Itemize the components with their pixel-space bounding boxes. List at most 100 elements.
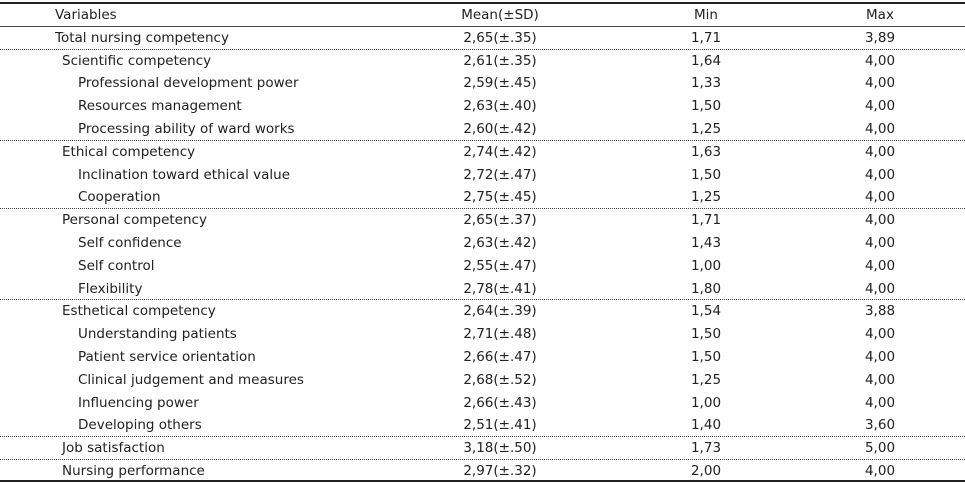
value-cell: 1,63 <box>690 143 722 160</box>
header-cell: Max <box>866 7 894 23</box>
value-cell: 1,25 <box>690 121 722 137</box>
table-row: Nursing performance 2,97(±.32) 2,00 4,00 <box>0 460 965 483</box>
table-row: Esthetical competency 2,64(±.39) 1,54 3,88 <box>0 300 965 323</box>
value-cell: 4,00 <box>864 143 896 160</box>
value-cell: 1,50 <box>690 349 722 365</box>
value-cell: 4,00 <box>864 371 896 388</box>
value-cell: 4,00 <box>864 121 896 137</box>
value-cell: 1,54 <box>690 303 722 320</box>
variable-label: Nursing performance <box>62 463 205 479</box>
value-cell: 2,74(±.42) <box>463 143 537 160</box>
value-cell: 1,00 <box>690 394 722 411</box>
table-row: Resources management 2,63(±.40) 1,50 4,00 <box>0 95 965 118</box>
value-cell: 2,51(±.41) <box>463 417 537 434</box>
value-cell: 2,66(±.43) <box>463 394 537 411</box>
header-rule <box>0 25 965 27</box>
variable-label: Developing others <box>78 417 202 434</box>
value-cell: 3,18(±.50) <box>463 440 537 457</box>
group-divider <box>0 299 965 301</box>
value-cell: 1,50 <box>690 98 722 115</box>
value-cell: 1,43 <box>690 235 722 251</box>
value-cell: 4,00 <box>864 394 896 411</box>
variable-label: Cooperation <box>78 189 161 206</box>
variable-label: Job satisfaction <box>62 440 165 457</box>
table-row: Patient service orientation 2,66(±.47) 1,5… <box>0 346 965 369</box>
value-cell: 1,25 <box>690 189 722 206</box>
bottom-rule <box>0 480 965 482</box>
value-cell: 2,66(±.47) <box>463 349 537 365</box>
value-cell: 2,63(±.40) <box>463 98 537 115</box>
value-cell: 1,73 <box>690 440 722 457</box>
table-row: Professional development power 2,59(±.45)… <box>0 72 965 95</box>
value-cell: 1,50 <box>690 326 722 343</box>
value-cell: 4,00 <box>864 52 896 69</box>
table-row: Cooperation 2,75(±.45) 1,25 4,00 <box>0 186 965 209</box>
value-cell: 2,71(±.48) <box>463 326 537 343</box>
value-cell: 2,68(±.52) <box>463 371 537 388</box>
table-row: Scientific competency 2,61(±.35) 1,64 4,00 <box>0 50 965 73</box>
variable-label: Resources management <box>78 98 242 115</box>
variable-label: Processing ability of ward works <box>78 121 295 137</box>
variable-label: Inclination toward ethical value <box>78 166 290 183</box>
variable-label: Patient service orientation <box>78 349 256 365</box>
variable-label: Professional development power <box>78 75 299 92</box>
group-divider <box>0 436 965 438</box>
value-cell: 4,00 <box>864 166 896 183</box>
variable-label: Esthetical competency <box>62 303 216 320</box>
variable-label: Self confidence <box>78 235 182 251</box>
value-cell: 4,00 <box>864 98 896 115</box>
value-cell: 1,50 <box>690 166 722 183</box>
value-cell: 4,00 <box>864 280 896 297</box>
value-cell: 1,80 <box>690 280 722 297</box>
variable-label: Clinical judgement and measures <box>78 371 304 388</box>
value-cell: 2,63(±.42) <box>463 235 537 251</box>
value-cell: 2,61(±.35) <box>463 52 537 69</box>
value-cell: 1,64 <box>690 52 722 69</box>
value-cell: 4,00 <box>864 257 896 274</box>
header-cell: Variables <box>55 7 117 23</box>
variable-label: Total nursing competency <box>55 29 229 46</box>
value-cell: 4,00 <box>864 189 896 206</box>
table-row: Self control 2,55(±.47) 1,00 4,00 <box>0 255 965 278</box>
value-cell: 1,40 <box>690 417 722 434</box>
value-cell: 1,71 <box>690 29 722 46</box>
table-row: Developing others 2,51(±.41) 1,40 3,60 <box>0 414 965 437</box>
table-row: Job satisfaction 3,18(±.50) 1,73 5,00 <box>0 437 965 460</box>
value-cell: 2,78(±.41) <box>463 280 537 297</box>
variable-label: Flexibility <box>78 280 143 297</box>
value-cell: 2,65(±.37) <box>463 212 537 229</box>
variable-label: Ethical competency <box>62 143 196 160</box>
table-row: Personal competency 2,65(±.37) 1,71 4,00 <box>0 209 965 232</box>
value-cell: 4,00 <box>864 235 896 251</box>
group-divider <box>0 48 965 50</box>
value-cell: 4,00 <box>864 463 896 479</box>
value-cell: 3,60 <box>864 417 896 434</box>
value-cell: 4,00 <box>864 326 896 343</box>
value-cell: 4,00 <box>864 75 896 92</box>
top-rule <box>0 2 965 4</box>
value-cell: 2,97(±.32) <box>463 463 537 479</box>
variable-label: Influencing power <box>78 394 199 411</box>
value-cell: 1,33 <box>690 75 722 92</box>
value-cell: 2,00 <box>690 463 722 479</box>
value-cell: 2,75(±.45) <box>463 189 537 206</box>
table-row: Ethical competency 2,74(±.42) 1,63 4,00 <box>0 141 965 164</box>
header-cell: Mean(±SD) <box>461 7 539 23</box>
group-divider <box>0 459 965 460</box>
table-row: Clinical judgement and measures 2,68(±.52… <box>0 369 965 392</box>
value-cell: 3,88 <box>864 303 896 320</box>
table-row: Influencing power 2,66(±.43) 1,00 4,00 <box>0 392 965 415</box>
value-cell: 1,71 <box>690 212 722 229</box>
table-row: Processing ability of ward works 2,60(±.4… <box>0 118 965 141</box>
value-cell: 1,00 <box>690 257 722 274</box>
value-cell: 2,64(±.39) <box>463 303 537 320</box>
value-cell: 2,59(±.45) <box>463 75 537 92</box>
value-cell: 2,55(±.47) <box>463 257 537 274</box>
value-cell: 2,60(±.42) <box>463 121 537 137</box>
variable-label: Understanding patients <box>78 326 237 343</box>
value-cell: 4,00 <box>864 212 896 229</box>
table-row: Flexibility 2,78(±.41) 1,80 4,00 <box>0 278 965 301</box>
value-cell: 2,65(±.35) <box>463 29 537 46</box>
group-divider <box>0 208 965 210</box>
